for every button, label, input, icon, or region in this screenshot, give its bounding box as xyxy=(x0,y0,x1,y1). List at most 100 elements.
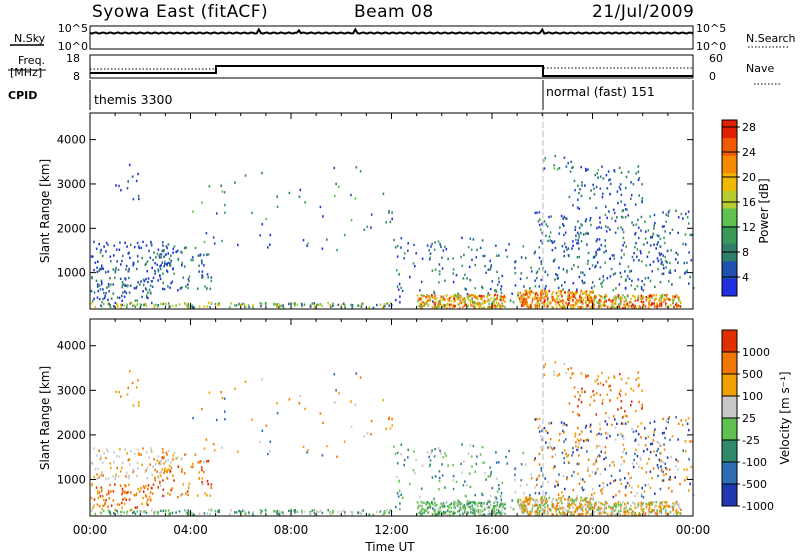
velocity-cell xyxy=(204,492,206,495)
power-cell xyxy=(621,297,623,300)
velocity-cell xyxy=(596,508,599,511)
power-cell xyxy=(198,264,200,267)
power-cell xyxy=(200,259,203,262)
power-cell xyxy=(214,303,217,306)
power-cell xyxy=(625,299,627,302)
power-cell xyxy=(596,172,599,175)
power-cell xyxy=(624,286,627,290)
velocity-cell xyxy=(465,495,467,498)
velocity-cell xyxy=(483,506,486,510)
velocity-cell xyxy=(534,418,537,421)
power-cell xyxy=(547,297,549,300)
velocity-cell xyxy=(170,489,172,492)
power-cell xyxy=(120,306,122,309)
power-cell xyxy=(363,228,366,231)
power-cell xyxy=(541,222,543,226)
power-cell xyxy=(648,251,650,254)
power-cell xyxy=(117,268,120,271)
power-cell xyxy=(417,300,419,303)
power-cell xyxy=(153,304,155,307)
colorbar-swatch xyxy=(722,440,737,463)
power-cell xyxy=(452,257,454,260)
velocity-cell xyxy=(544,363,547,366)
power-cell xyxy=(498,280,500,284)
power-cell xyxy=(143,280,146,283)
velocity-cell xyxy=(555,510,557,513)
velocity-cell xyxy=(382,513,384,516)
power-cell xyxy=(595,253,597,257)
velocity-cell xyxy=(504,512,506,515)
velocity-cell xyxy=(648,457,650,461)
power-cell xyxy=(529,305,532,308)
cpid-mode-2: normal (fast) 151 xyxy=(546,84,655,99)
velocity-cell xyxy=(612,512,614,515)
power-cell xyxy=(613,211,616,215)
power-cell xyxy=(629,300,631,304)
power-cell xyxy=(107,282,110,286)
velocity-cell xyxy=(651,476,653,480)
velocity-cell xyxy=(123,511,125,514)
power-cell xyxy=(594,297,596,300)
velocity-cell xyxy=(586,510,589,514)
power-cell xyxy=(473,294,476,297)
velocity-cell xyxy=(597,382,599,386)
velocity-cell xyxy=(684,440,687,443)
power-cell xyxy=(568,296,571,299)
power-cell xyxy=(544,156,547,160)
velocity-cell xyxy=(490,503,492,507)
power-cell xyxy=(659,299,662,302)
power-cell xyxy=(598,302,601,306)
power-cell xyxy=(505,249,507,252)
power-cell xyxy=(612,305,614,308)
power-cell xyxy=(585,218,588,221)
power-cell xyxy=(185,285,187,288)
velocity-cell xyxy=(590,395,592,399)
power-cell xyxy=(495,290,498,293)
power-cell xyxy=(131,175,134,178)
power-cell xyxy=(573,179,576,183)
velocity-cell xyxy=(647,483,650,486)
power-cell xyxy=(247,304,250,307)
velocity-cell xyxy=(573,513,575,516)
velocity-cell xyxy=(493,507,495,510)
velocity-cell xyxy=(126,452,128,455)
colorbar-swatch xyxy=(722,374,737,397)
power-cell xyxy=(466,292,469,296)
velocity-cell xyxy=(164,509,167,512)
velocity-cell xyxy=(587,439,589,442)
velocity-cell xyxy=(554,361,557,364)
velocity-cell xyxy=(541,496,543,499)
velocity-cell xyxy=(579,501,581,505)
velocity-cell xyxy=(158,463,161,466)
velocity-cell xyxy=(551,513,554,516)
power-cell xyxy=(525,289,528,292)
velocity-cell xyxy=(529,512,532,515)
velocity-cell xyxy=(487,475,490,478)
velocity-cell xyxy=(676,513,678,516)
power-cell xyxy=(134,305,137,308)
velocity-cell xyxy=(563,431,565,434)
power-cell xyxy=(470,248,473,251)
power-cell xyxy=(102,302,105,306)
power-cell xyxy=(647,229,650,232)
velocity-cell xyxy=(579,508,581,511)
power-cell xyxy=(567,161,569,165)
velocity-cell xyxy=(134,512,137,515)
power-cell xyxy=(634,287,636,291)
power-cell xyxy=(556,306,558,309)
velocity-cell xyxy=(648,509,650,512)
power-cell xyxy=(531,300,534,303)
power-cell xyxy=(562,306,564,310)
power-cell xyxy=(658,299,660,302)
power-cell xyxy=(540,291,543,294)
velocity-cell xyxy=(583,488,586,491)
power-cell xyxy=(128,267,130,271)
velocity-cell xyxy=(482,461,485,464)
velocity-cell xyxy=(458,509,461,513)
velocity-cell xyxy=(407,456,409,459)
power-cell xyxy=(191,304,194,307)
power-cell xyxy=(588,295,590,298)
x-tick-label: 04:00 xyxy=(173,523,208,537)
velocity-cell xyxy=(556,481,559,484)
velocity-cell xyxy=(109,483,111,487)
